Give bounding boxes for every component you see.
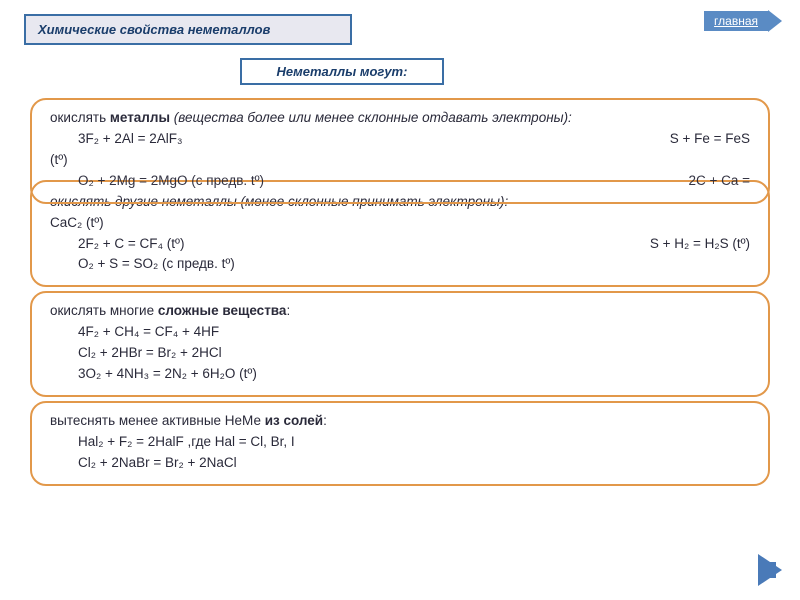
equation: 3F₂ + 2Al = 2AlF₃ [78,129,183,150]
block1-intro: окислять металлы (вещества более или мен… [50,108,750,129]
equation: Cl₂ + 2NaBr = Br₂ + 2NaCl [50,453,750,474]
reaction-block-4: вытеснять менее активные НеМе из солей: … [30,401,770,486]
equation: S + H₂ = H₂S (tº) [650,234,750,255]
text: окислять многие [50,303,158,318]
equation: 2C + Ca = [688,171,750,192]
sub-header-title: Неметаллы могут: [277,64,408,79]
overlap-line: CaC₂ (tº) [50,213,750,234]
equation: 4F₂ + CH₄ = CF₄ + 4HF [50,322,750,343]
equation: O₂ + 2Mg = 2MgO (с предв. tº) [78,171,264,192]
text: : [286,303,290,318]
equation: O₂ + S = SO₂ (с предв. tº) [50,254,750,275]
bold-text: сложные вещества [158,303,287,318]
page-title: Химические свойства неметаллов [38,22,270,37]
page-title-box: Химические свойства неметаллов [24,14,352,45]
text: окислять [50,110,110,125]
equation: 3O₂ + 4NH₃ = 2N₂ + 6H₂O (tº) [50,364,750,385]
equation: Hal₂ + F₂ = 2HalF ,где Hal = Cl, Br, I [50,432,750,453]
equation: 2F₂ + C = CF₄ (tº) [78,234,184,255]
nav-next-button[interactable] [758,554,782,586]
italic-text: (вещества более или менее склонные отдав… [170,110,572,125]
equation-tail: (tº) [50,150,750,171]
block4-intro: вытеснять менее активные НеМе из солей: [50,411,750,432]
content-area: окислять металлы (вещества более или мен… [30,98,770,490]
home-button-label: главная [704,11,768,31]
text: вытеснять менее активные НеМе [50,413,265,428]
equation-row: 2F₂ + C = CF₄ (tº) S + H₂ = H₂S (tº) [50,234,750,255]
equation: S + Fe = FeS [670,129,750,150]
reaction-block-1: окислять металлы (вещества более или мен… [30,98,770,204]
bold-text: из солей [265,413,323,428]
home-button[interactable]: главная [704,10,782,32]
equation-row: 3F₂ + 2Al = 2AlF₃ S + Fe = FeS [50,129,750,150]
bold-text: металлы [110,110,170,125]
arrow-right-icon [768,10,782,32]
equation: Cl₂ + 2HBr = Br₂ + 2HCl [50,343,750,364]
text: : [323,413,327,428]
sub-header-box: Неметаллы могут: [240,58,444,85]
reaction-block-3: окислять многие сложные вещества: 4F₂ + … [30,291,770,397]
equation-row: O₂ + 2Mg = 2MgO (с предв. tº) 2C + Ca = [50,171,750,192]
block3-intro: окислять многие сложные вещества: [50,301,750,322]
